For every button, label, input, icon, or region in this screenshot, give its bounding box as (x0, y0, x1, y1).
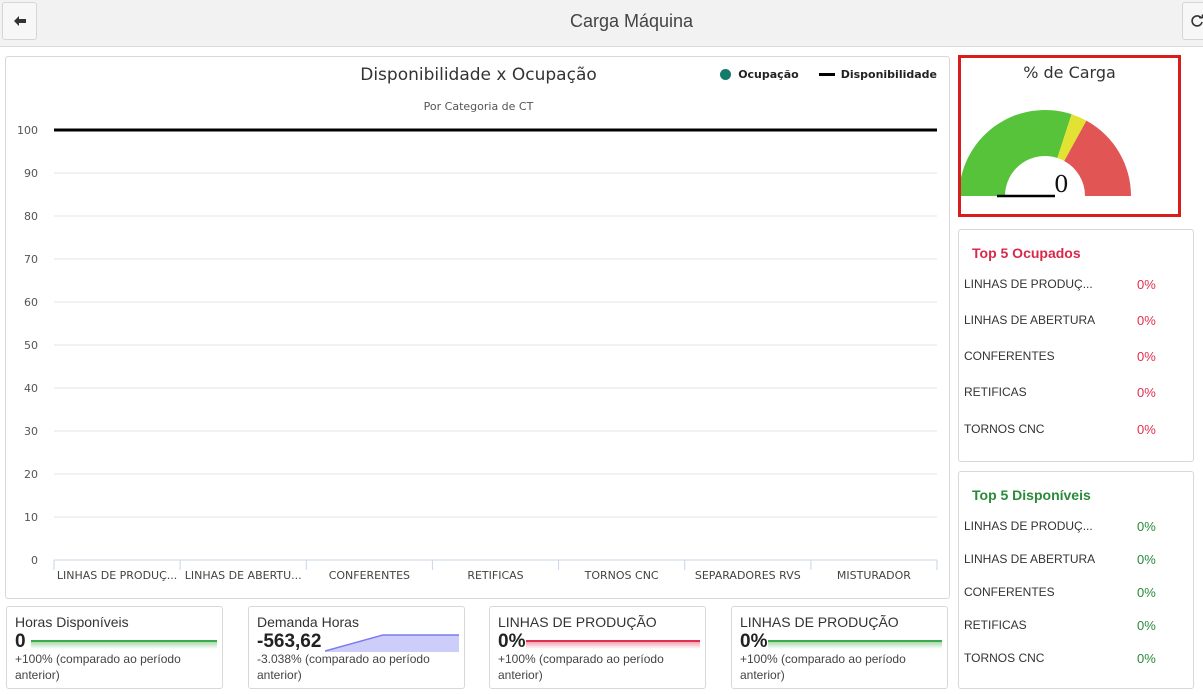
y-tick-label: 20 (24, 468, 38, 481)
gauge-band (961, 110, 1072, 196)
kpi-change: +100% (comparado ao período anterior) (740, 652, 906, 682)
kpi-card-available-hours[interactable]: Horas Disponíveis 0 +100% (comparado ao … (6, 606, 223, 689)
kpi-label: Horas Disponíveis (15, 614, 129, 630)
kpi-sparkline (31, 640, 217, 649)
kpi-label: Demanda Horas (257, 614, 359, 630)
available-row-value: 0% (1137, 519, 1156, 534)
y-tick-label: 60 (24, 296, 38, 309)
y-tick-label: 100 (17, 124, 38, 137)
x-tick-label: CONFERENTES (329, 569, 410, 582)
refresh-button[interactable] (1182, 2, 1203, 40)
available-row-label: LINHAS DE PRODUÇ... (964, 519, 1093, 533)
available-row-value: 0% (1137, 552, 1156, 567)
legend-disponibilidade-label[interactable]: Disponibilidade (840, 68, 937, 81)
y-tick-label: 90 (24, 167, 38, 180)
gauge-band (1057, 114, 1087, 161)
available-row-value: 0% (1137, 618, 1156, 633)
legend-ocupacao-marker (720, 69, 732, 80)
gauge-title: % de Carga (1023, 63, 1116, 82)
available-row-label: CONFERENTES (964, 585, 1055, 599)
x-tick-label: LINHAS DE PRODUÇ... (57, 569, 177, 582)
y-tick-label: 50 (24, 339, 38, 352)
occupied-row-value: 0% (1137, 277, 1156, 292)
y-tick-label: 70 (24, 253, 38, 266)
kpi-card-production-lines-1[interactable]: LINHAS DE PRODUÇÃO 0% +100% (comparado a… (489, 606, 706, 689)
top-bar: Carga Máquina (0, 0, 1203, 47)
y-tick-label: 30 (24, 425, 38, 438)
top5-available-title: Top 5 Disponíveis (972, 487, 1091, 503)
gauge-band (1064, 120, 1131, 196)
y-tick-label: 0 (31, 554, 38, 567)
available-row-label: LINHAS DE ABERTURA (964, 552, 1096, 566)
page-title: Carga Máquina (569, 11, 694, 31)
x-tick-label: SEPARADORES RVS (695, 569, 801, 582)
x-tick-label: LINHAS DE ABERTU... (185, 569, 302, 582)
occupied-row-value: 0% (1137, 422, 1156, 437)
back-button[interactable] (2, 2, 37, 40)
available-row-value: 0% (1137, 651, 1156, 666)
kpi-label: LINHAS DE PRODUÇÃO (498, 614, 657, 630)
kpi-sparkline (325, 634, 459, 652)
top5-occupied-panel: Top 5 Ocupados LINHAS DE PRODUÇ... 0% LI… (958, 229, 1194, 462)
chart-plot-area: 0 10 20 30 40 50 60 70 80 90 100 LINHAS DE PRODUÇ..… (17, 124, 938, 582)
available-row-label: TORNOS CNC (964, 651, 1045, 665)
y-tick-label: 40 (24, 382, 38, 395)
gauge-value: 0 (1054, 172, 1069, 198)
x-tick-label: RETIFICAS (467, 569, 523, 582)
chart-title: Disponibilidade x Ocupação (360, 65, 597, 85)
load-gauge-panel: % de Carga 0 (958, 55, 1181, 217)
available-row-value: 0% (1137, 585, 1156, 600)
kpi-value: 0 (15, 631, 26, 652)
available-row-label: RETIFICAS (964, 618, 1027, 632)
x-tick-label: MISTURADOR (837, 569, 911, 582)
occupied-row-value: 0% (1137, 349, 1156, 364)
top5-available-panel: Top 5 Disponíveis LINHAS DE PRODUÇ... 0%… (958, 471, 1194, 689)
kpi-change: +100% (comparado ao período anterior) (15, 652, 181, 682)
occupied-row-label: TORNOS CNC (964, 422, 1045, 436)
legend-disponibilidade-marker (818, 73, 835, 76)
refresh-icon (1191, 14, 1203, 27)
x-tick-label: TORNOS CNC (584, 569, 659, 582)
occupied-row-label: CONFERENTES (964, 349, 1055, 363)
occupied-row-label: LINHAS DE PRODUÇ... (964, 277, 1093, 291)
chart-subtitle: Por Categoria de CT (423, 100, 534, 113)
occupied-row-label: LINHAS DE ABERTURA (964, 313, 1096, 327)
kpi-card-production-lines-2[interactable]: LINHAS DE PRODUÇÃO 0% +100% (comparado a… (731, 606, 948, 689)
kpi-label: LINHAS DE PRODUÇÃO (740, 614, 899, 630)
occupied-row-label: RETIFICAS (964, 385, 1027, 399)
occupied-row-value: 0% (1137, 385, 1156, 400)
kpi-value: 0% (498, 631, 526, 652)
kpi-sparkline (768, 640, 942, 649)
y-tick-label: 80 (24, 210, 38, 223)
kpi-value: 0% (740, 631, 768, 652)
legend-ocupacao-label[interactable]: Ocupação (738, 68, 799, 81)
kpi-sparkline (526, 640, 700, 649)
top5-occupied-title: Top 5 Ocupados (972, 245, 1081, 261)
chart-legend: Ocupação Disponibilidade (720, 68, 937, 81)
occupied-row-value: 0% (1137, 313, 1156, 328)
kpi-change: +100% (comparado ao período anterior) (498, 652, 664, 682)
kpi-value: -563,62 (257, 631, 322, 652)
kpi-card-demand-hours[interactable]: Demanda Horas -563,62 -3.038% (comparado… (248, 606, 465, 689)
load-gauge (961, 110, 1131, 198)
y-tick-label: 10 (24, 511, 38, 524)
arrow-left-icon (13, 16, 26, 26)
kpi-change: -3.038% (comparado ao período anterior) (257, 652, 430, 682)
availability-occupation-chart: Disponibilidade x Ocupação Por Categoria… (5, 56, 950, 599)
